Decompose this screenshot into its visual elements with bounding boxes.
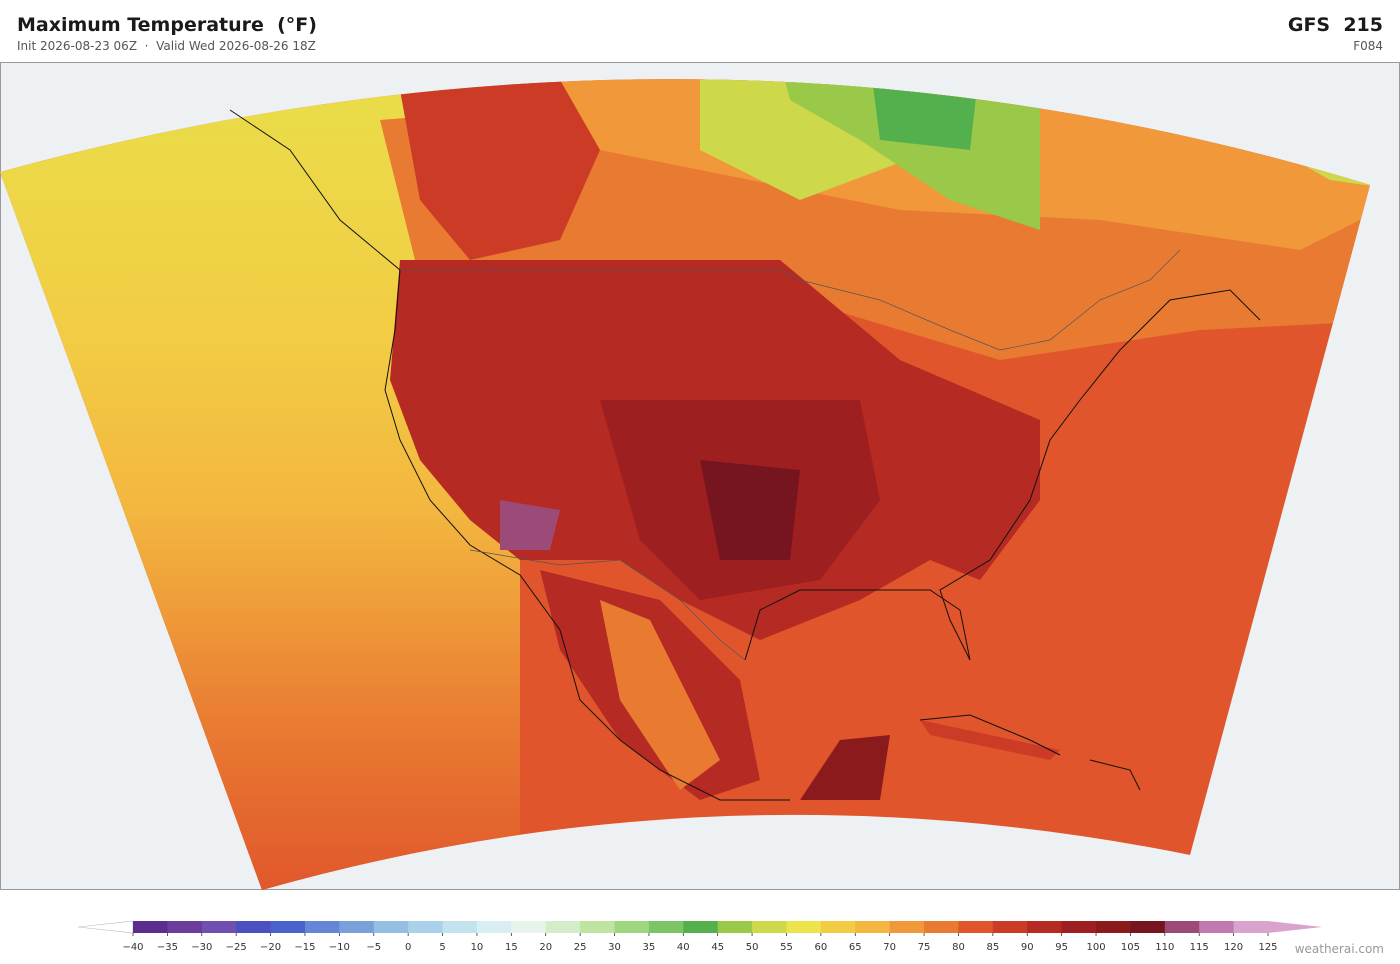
title: Maximum Temperature (°F) (17, 14, 317, 36)
colorbar-tick-label: 45 (711, 942, 724, 953)
colorbar-swatch (1164, 921, 1200, 933)
colorbar-swatch (1199, 921, 1235, 933)
colorbar-low-end (77, 920, 134, 934)
colorbar-swatch (1096, 921, 1131, 933)
colorbar-tick-label: 5 (439, 942, 445, 953)
colorbar-swatch (580, 921, 616, 933)
colorbar-swatch (236, 921, 272, 933)
colorbar-swatch (855, 921, 891, 933)
colorbar-tick-label: −30 (191, 942, 212, 953)
colorbar-tick-label: 10 (471, 942, 484, 953)
colorbar-swatch (511, 921, 547, 933)
colorbar-swatch (614, 921, 650, 933)
colorbar-swatch (1130, 921, 1166, 933)
colorbar-swatch (339, 921, 375, 933)
colorbar-tick-label: 55 (780, 942, 793, 953)
colorbar-swatch (786, 921, 822, 933)
colorbar-swatch (201, 921, 237, 933)
colorbar-swatch (889, 921, 925, 933)
colorbar-swatch (1233, 921, 1269, 933)
credit: weatherai.com (1294, 942, 1384, 956)
colorbar-tick-label: 0 (405, 942, 411, 953)
colorbar-tick-label: 120 (1224, 942, 1243, 953)
colorbar-tick-label: −40 (122, 942, 143, 953)
colorbar-swatch (1061, 921, 1097, 933)
colorbar-tick-label: 115 (1190, 942, 1209, 953)
colorbar-high-end (1268, 921, 1322, 933)
colorbar-swatch (270, 921, 306, 933)
colorbar-swatch (442, 921, 478, 933)
colorbar-swatch (545, 921, 581, 933)
colorbar-swatch (167, 921, 203, 933)
colorbar-tick-label: 100 (1086, 942, 1105, 953)
colorbar-swatch (1027, 921, 1063, 933)
subtitle: Init 2026-08-23 06Z · Valid Wed 2026-08-… (17, 39, 316, 53)
colorbar-swatch (924, 921, 959, 933)
colorbar: −40 −35 −30 −25 −20 −15 −10 −5 0 5 10 15 20 25 30 35 40 4… (77, 920, 1322, 953)
colorbar-tick-label: 80 (952, 942, 965, 953)
colorbar-tick-label: −35 (157, 942, 178, 953)
colorbar-tick-label: 105 (1121, 942, 1140, 953)
colorbar-tick-label: −25 (226, 942, 247, 953)
borders (400, 249, 1181, 661)
colorbar-tick-label: −20 (260, 942, 281, 953)
colorbar-swatch (648, 921, 684, 933)
colorbar-swatch (992, 921, 1028, 933)
colorbar-swatch (683, 921, 719, 933)
colorbar-tick-label: 60 (815, 942, 828, 953)
coastlines (229, 109, 1261, 801)
colorbar-swatch (717, 921, 753, 933)
colorbar-swatch (752, 921, 787, 933)
colorbar-tick-label: 30 (608, 942, 621, 953)
colorbar-swatch (476, 921, 512, 933)
colorbar-tick-label: 90 (1021, 942, 1034, 953)
colorbar-swatch (408, 921, 444, 933)
colorbar-tick-label: 125 (1258, 942, 1277, 953)
colorbar-swatch (133, 921, 168, 933)
colorbar-tick-label: −10 (329, 942, 350, 953)
colorbar-swatch (820, 921, 856, 933)
colorbar-tick-label: 110 (1155, 942, 1174, 953)
colorbar-tick-label: 15 (505, 942, 518, 953)
model: GFS 215 (1287, 14, 1383, 36)
colorbar-tick-label: −15 (294, 942, 315, 953)
colorbar-tick-label: 40 (677, 942, 690, 953)
colorbar-tick-label: 95 (1055, 942, 1068, 953)
colorbar-tick-label: 25 (574, 942, 587, 953)
colorbar-tick-label: 20 (539, 942, 552, 953)
colorbar-tick-label: 50 (746, 942, 759, 953)
colorbar-tick-label: −5 (366, 942, 381, 953)
forecast-hour: F084 (1353, 39, 1383, 53)
colorbar-tick-label: 65 (849, 942, 862, 953)
colorbar-tick-label: 70 (883, 942, 896, 953)
colorbar-swatch (304, 921, 340, 933)
colorbar-tick-label: 85 (986, 942, 999, 953)
colorbar-tick-label: 35 (643, 942, 656, 953)
colorbar-swatch (373, 921, 409, 933)
colorbar-swatch (958, 921, 994, 933)
colorbar-tick-label: 75 (918, 942, 931, 953)
